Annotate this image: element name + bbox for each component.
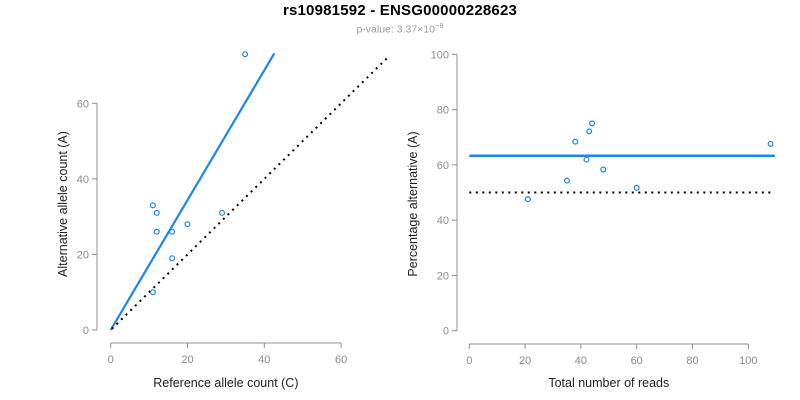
y-tick-label: 60 (77, 98, 89, 110)
x-tick-label: 100 (739, 355, 757, 367)
data-point (572, 138, 579, 145)
y-tick-label: 40 (437, 215, 449, 227)
x-tick-label: 0 (466, 355, 472, 367)
x-tick-label: 60 (335, 354, 347, 366)
x-tick-label: 40 (258, 354, 270, 366)
data-point (767, 140, 774, 147)
data-point (524, 196, 531, 203)
identity-line (111, 57, 388, 330)
data-point (149, 289, 156, 296)
y-tick-label: 20 (437, 270, 449, 282)
data-point (633, 184, 640, 191)
data-point (184, 221, 191, 228)
data-point (149, 202, 156, 209)
p-value-text: p-value: 3.37×10 (356, 23, 435, 36)
data-point (583, 156, 590, 163)
y-axis-title: Percentage alternative (A) (406, 131, 420, 276)
y-tick-label: 40 (77, 174, 89, 186)
data-point (563, 177, 570, 184)
y-tick-label: 0 (83, 325, 89, 337)
y-axis-title: Alternative allele count (A) (56, 131, 70, 277)
data-point (153, 209, 160, 216)
data-point (589, 120, 596, 127)
x-tick-label: 60 (631, 355, 643, 367)
data-point (153, 228, 160, 235)
data-point (169, 228, 176, 235)
figure-subtitle: p-value: 3.37×10−8 (0, 21, 800, 36)
data-point (219, 209, 226, 216)
x-tick-label: 20 (519, 355, 531, 367)
y-tick-label: 60 (437, 160, 449, 172)
figure-title: rs10981592 - ENSG00000228623 (282, 2, 518, 19)
data-point (169, 255, 176, 262)
data-point (600, 166, 607, 173)
x-axis-title: Reference allele count (C) (153, 376, 298, 390)
x-tick-label: 80 (686, 355, 698, 367)
x-tick-label: 0 (108, 354, 114, 366)
p-value-exponent: −8 (434, 21, 444, 30)
x-tick-label: 20 (181, 354, 193, 366)
y-tick-label: 20 (77, 249, 89, 261)
y-tick-label: 100 (431, 49, 449, 61)
data-point (242, 51, 249, 58)
x-tick-label: 40 (575, 355, 587, 367)
y-tick-label: 80 (437, 105, 449, 117)
data-point (586, 128, 593, 135)
y-tick-label: 0 (443, 326, 449, 338)
regression-line (109, 52, 276, 331)
x-axis-title: Total number of reads (548, 376, 669, 390)
